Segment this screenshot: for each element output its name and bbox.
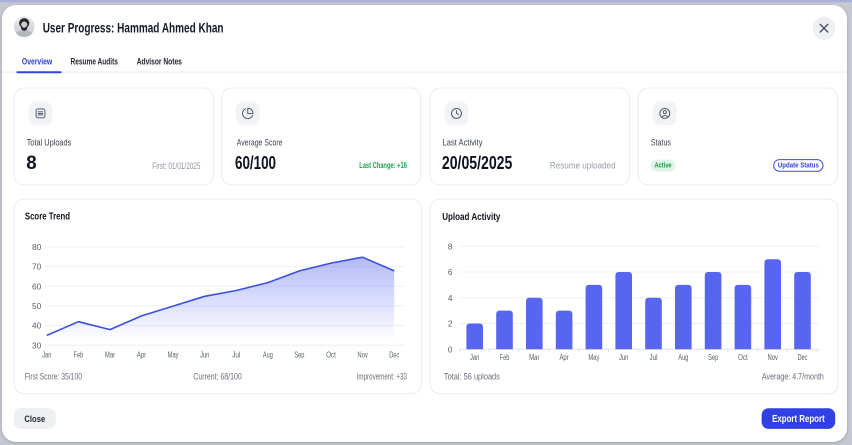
svg-text:Nov: Nov — [767, 353, 778, 362]
svg-text:Current: 68/100: Current: 68/100 — [193, 371, 241, 381]
svg-text:4: 4 — [448, 293, 453, 303]
svg-text:Advisor Notes: Advisor Notes — [137, 57, 182, 68]
svg-text:0: 0 — [448, 344, 453, 354]
svg-text:Oct: Oct — [738, 353, 748, 362]
svg-text:Mar: Mar — [529, 353, 540, 362]
svg-text:40: 40 — [32, 321, 41, 331]
svg-text:First: 01/01/2025: First: 01/01/2025 — [152, 161, 200, 171]
svg-text:Jan: Jan — [470, 353, 479, 362]
svg-text:Sep: Sep — [294, 351, 304, 360]
svg-text:Score Trend: Score Trend — [25, 212, 70, 223]
svg-text:Apr: Apr — [137, 351, 147, 360]
svg-text:Dec: Dec — [389, 351, 399, 360]
svg-text:Jun: Jun — [200, 351, 210, 360]
svg-text:60/100: 60/100 — [235, 152, 276, 173]
svg-text:30: 30 — [32, 340, 41, 350]
svg-text:Close: Close — [24, 414, 45, 425]
svg-text:Jun: Jun — [619, 353, 629, 362]
svg-text:Resume Audits: Resume Audits — [71, 57, 118, 68]
svg-text:Jan: Jan — [42, 351, 51, 360]
svg-text:Active: Active — [654, 161, 671, 170]
svg-text:20/05/2025: 20/05/2025 — [442, 152, 512, 173]
svg-text:8: 8 — [26, 153, 36, 174]
svg-text:70: 70 — [32, 262, 41, 272]
svg-text:6: 6 — [448, 267, 453, 277]
svg-text:Jul: Jul — [232, 351, 240, 360]
svg-text:Average: 4.7/month: Average: 4.7/month — [762, 371, 824, 381]
svg-text:Resume uploaded: Resume uploaded — [550, 160, 616, 171]
svg-text:May: May — [168, 351, 179, 360]
svg-text:Sep: Sep — [708, 353, 718, 362]
svg-text:Update Status: Update Status — [778, 161, 819, 170]
svg-text:Aug: Aug — [678, 353, 688, 362]
svg-text:First Score: 35/100: First Score: 35/100 — [25, 371, 82, 381]
svg-text:Average Score: Average Score — [237, 137, 283, 148]
svg-text:60: 60 — [32, 281, 41, 291]
svg-text:80: 80 — [32, 242, 41, 252]
svg-text:Feb: Feb — [74, 351, 84, 360]
svg-text:Total Uploads: Total Uploads — [27, 137, 72, 148]
svg-text:8: 8 — [448, 241, 453, 251]
svg-text:Upload Activity: Upload Activity — [442, 212, 501, 223]
svg-text:2: 2 — [448, 319, 453, 329]
svg-text:Mar: Mar — [105, 351, 116, 360]
svg-text:Aug: Aug — [263, 351, 273, 360]
svg-text:Dec: Dec — [798, 353, 808, 362]
svg-text:Last Change: +16: Last Change: +16 — [359, 160, 407, 170]
svg-text:Overview: Overview — [22, 57, 53, 68]
svg-text:Export Report: Export Report — [772, 414, 825, 425]
svg-text:Jul: Jul — [649, 353, 657, 362]
svg-text:50: 50 — [32, 301, 41, 311]
svg-text:May: May — [588, 353, 599, 362]
svg-text:User Progress: Hammad Ahmed Kh: User Progress: Hammad Ahmed Khan — [43, 20, 224, 35]
svg-text:Oct: Oct — [326, 351, 336, 360]
svg-text:Improvement: +33: Improvement: +33 — [357, 371, 407, 381]
svg-text:Feb: Feb — [500, 353, 510, 362]
svg-text:Apr: Apr — [559, 353, 569, 362]
svg-text:Status: Status — [651, 138, 671, 149]
svg-text:Total: 56 uploads: Total: 56 uploads — [444, 371, 500, 381]
svg-text:Last Activity: Last Activity — [443, 138, 483, 149]
svg-text:Nov: Nov — [357, 351, 368, 360]
